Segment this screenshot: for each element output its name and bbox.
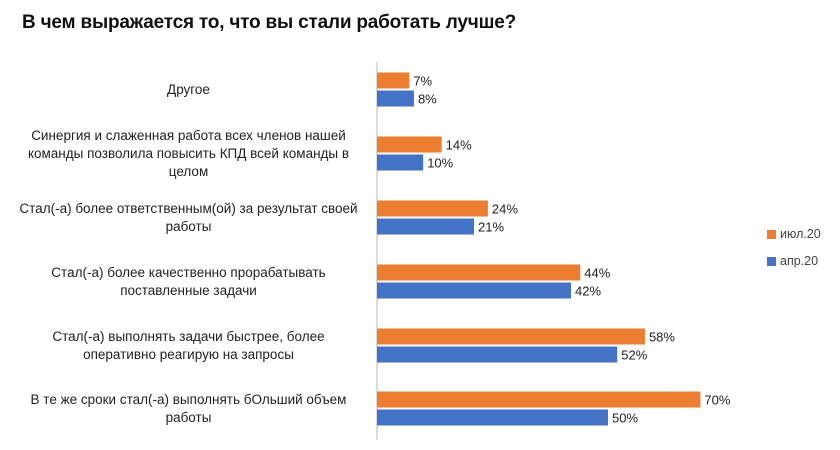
data-label-jul20-2: 24% — [492, 202, 518, 217]
category-label-line: оперативно реагирую на запросы — [83, 346, 294, 362]
legend-swatch-jul20 — [767, 229, 776, 239]
legend-item-apr20: апр.20 — [767, 254, 818, 268]
bar-apr20-1 — [377, 154, 424, 171]
legend-item-jul20: июл.20 — [767, 227, 821, 241]
category-label-line: Стал(-а) выполнять задачи быстрее, более — [52, 328, 325, 344]
category-label-3: Стал(-а) более качественно прорабатывать… — [11, 264, 366, 300]
data-label-apr20-3: 42% — [575, 284, 601, 299]
category-label-line: В те же сроки стал(-а) выполнять бОльший… — [30, 391, 347, 407]
bar-jul20-0 — [377, 72, 410, 89]
legend-swatch-apr20 — [767, 256, 776, 266]
category-label-line: поставленные задачи — [120, 282, 257, 298]
data-label-jul20-0: 7% — [413, 74, 432, 89]
category-label-2: Стал(-а) более ответственным(ой) за резу… — [11, 200, 366, 236]
legend-label-jul20: июл.20 — [780, 227, 821, 241]
data-label-jul20-1: 14% — [446, 138, 472, 153]
category-label-5: В те же сроки стал(-а) выполнять бОльший… — [11, 391, 366, 427]
data-label-jul20-4: 58% — [649, 330, 675, 345]
data-label-jul20-5: 70% — [704, 393, 730, 408]
bar-apr20-0 — [377, 90, 414, 107]
bar-apr20-4 — [377, 346, 618, 363]
category-label-line: целом — [168, 163, 209, 179]
category-label-4: Стал(-а) выполнять задачи быстрее, более… — [11, 328, 366, 364]
category-label-line: Стал(-а) более ответственным(ой) за резу… — [19, 200, 358, 216]
category-label-line: работы — [165, 409, 212, 425]
data-label-apr20-1: 10% — [427, 156, 453, 171]
data-label-apr20-4: 52% — [621, 348, 647, 363]
category-label-line: работы — [165, 218, 212, 234]
bar-jul20-2 — [377, 200, 488, 217]
category-label-line: команды позволила повысить КПД всей кома… — [27, 145, 350, 161]
chart-title: В чем выражается то, что вы стали работа… — [22, 12, 516, 33]
category-label-line: Синергия и слаженная работа всех членов … — [31, 127, 346, 143]
bar-jul20-4 — [377, 328, 645, 345]
data-label-apr20-0: 8% — [418, 92, 437, 107]
category-label-line: Другое — [167, 81, 210, 97]
bar-apr20-5 — [377, 409, 608, 426]
data-label-apr20-5: 50% — [612, 411, 638, 426]
bar-jul20-5 — [377, 391, 701, 408]
category-label-line: Стал(-а) более качественно прорабатывать — [51, 264, 326, 280]
bar-jul20-3 — [377, 264, 581, 281]
bar-jul20-1 — [377, 136, 442, 153]
bar-apr20-2 — [377, 218, 475, 235]
bar-apr20-3 — [377, 282, 572, 299]
legend-label-apr20: апр.20 — [780, 254, 819, 268]
data-label-apr20-2: 21% — [478, 220, 504, 235]
data-label-jul20-3: 44% — [584, 266, 610, 281]
category-label-1: Синергия и слаженная работа всех членов … — [11, 127, 366, 181]
category-label-0: Другое — [11, 81, 366, 99]
